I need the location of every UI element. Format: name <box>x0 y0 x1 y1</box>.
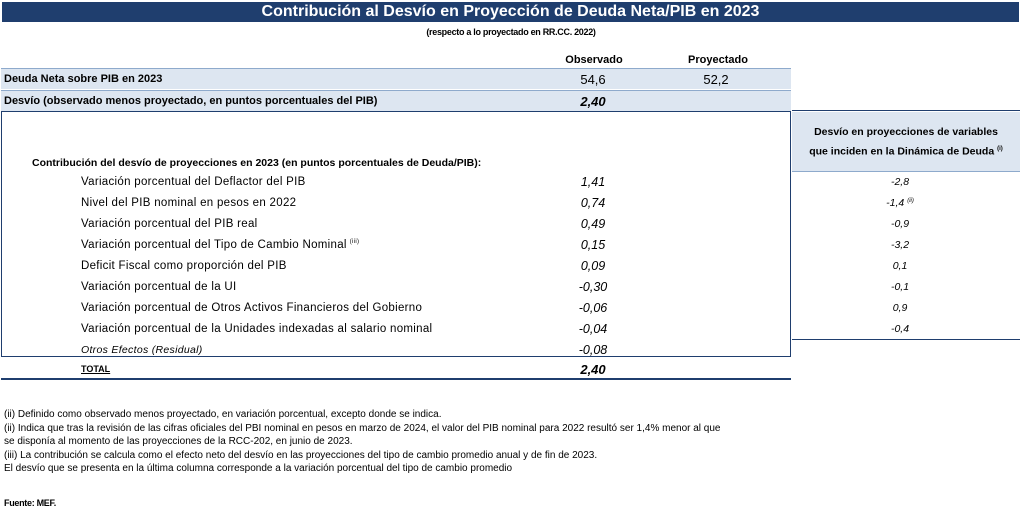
contribution-item-label: Variación porcentual de Otros Activos Fi… <box>81 302 422 314</box>
projection-deviation-value-text: -0,9 <box>890 218 910 230</box>
contribution-item-label: Nivel del PIB nominal en pesos en 2022 <box>81 197 296 209</box>
projection-deviation-value-text: -2,8 <box>890 176 910 188</box>
contribution-item-label: Deficit Fiscal como proporción del PIB <box>81 260 287 272</box>
contribution-item-label: Variación porcentual de la Unidades inde… <box>81 323 432 335</box>
contribution-box <box>1 111 791 357</box>
table-title: Contribución al Desvío en Proyección de … <box>2 2 1019 22</box>
projection-deviation-value: 0,9 <box>870 302 930 314</box>
contribution-item-value: 0,74 <box>580 196 606 210</box>
deviation-row-label: Desvío (observado menos proyectado, en p… <box>4 95 378 107</box>
projection-deviation-value: -0,1 <box>870 281 930 293</box>
projection-deviation-value-text: 0,1 <box>892 260 908 272</box>
right-panel-top-border <box>792 110 1020 111</box>
contribution-item-value: -0,30 <box>578 280 608 294</box>
projection-deviation-value: -2,8 <box>870 176 930 188</box>
note-2-cont: se disponía al momento de las proyeccion… <box>4 436 353 447</box>
projection-deviation-value-text: -3,2 <box>890 239 910 251</box>
notes: (ii) Definido como observado menos proye… <box>4 408 784 476</box>
projection-deviation-value-text: -1,4 <box>886 197 905 209</box>
contribution-item-label-text: Variación porcentual de la Unidades inde… <box>81 323 433 335</box>
debt-observed-value: 54,6 <box>580 72 606 87</box>
contribution-item-label-text: Variación porcentual de Otros Activos Fi… <box>81 302 423 314</box>
contribution-item-label-text: Variación porcentual de la UI <box>81 281 237 293</box>
projection-deviation-value: -0,4 <box>870 323 930 335</box>
debt-row-label: Deuda Neta sobre PIB en 2023 <box>4 73 163 85</box>
contribution-item-value: 1,41 <box>580 175 606 189</box>
note-4: El desvío que se presenta en la última c… <box>4 463 513 474</box>
contribution-item-label: Variación porcentual del PIB real <box>81 218 258 230</box>
deviation-value: 2,40 <box>580 94 606 109</box>
contribution-item-label-text: Variación porcentual del Tipo de Cambio … <box>81 239 347 251</box>
projection-deviation-value: -3,2 <box>870 239 930 251</box>
note-1: (ii) Definido como observado menos proye… <box>4 409 442 420</box>
right-panel-title: Desvío en proyecciones de variables que … <box>792 124 1020 161</box>
contribution-item-label: Variación porcentual del Tipo de Cambio … <box>81 239 359 251</box>
note-2: (ii) Indica que tras la revisión de las … <box>4 422 721 434</box>
contribution-item-value: 0,15 <box>580 238 606 252</box>
right-panel-footnote-mark: (i) <box>997 146 1003 152</box>
debt-row <box>1 68 791 89</box>
contribution-item-label: Variación porcentual de la UI <box>81 281 237 293</box>
source-note: Fuente: MEF. <box>4 498 56 508</box>
contribution-item-value: 0,09 <box>580 259 606 273</box>
contribution-item-label-text: Nivel del PIB nominal en pesos en 2022 <box>81 197 297 209</box>
column-header-observed: Observado <box>565 54 623 66</box>
contribution-item-label-text: Variación porcentual del Deflactor del P… <box>81 176 306 188</box>
contribution-box-right-border <box>790 111 791 357</box>
note-3: (iii) La contribución se calcula como el… <box>4 449 598 461</box>
column-header-projected: Proyectado <box>688 54 748 66</box>
total-separator <box>1 378 791 380</box>
contribution-item-value: -0,04 <box>578 322 608 336</box>
total-value: 2,40 <box>580 362 606 377</box>
right-panel-title-line2-text: que inciden en la Dinámica de Deuda <box>809 145 995 158</box>
footnote-mark: (ii) <box>907 197 914 204</box>
total-label: TOTAL <box>81 364 111 374</box>
footnote-mark: (iii) <box>349 239 360 246</box>
projection-deviation-value-text: -0,4 <box>890 323 910 335</box>
contribution-item-label: Otros Efectos (Residual) <box>81 344 203 356</box>
contribution-item-label-text: Variación porcentual del PIB real <box>81 218 258 230</box>
right-panel-title-line1: Desvío en proyecciones de variables <box>814 126 998 138</box>
contribution-item-value: -0,08 <box>578 343 608 357</box>
projection-deviation-value: -0,9 <box>870 218 930 230</box>
projection-deviation-value-text: -0,1 <box>890 281 910 293</box>
contribution-item-label-text: Deficit Fiscal como proporción del PIB <box>81 260 287 272</box>
table-subtitle: (respecto a lo proyectado en RR.CC. 2022… <box>426 27 596 37</box>
contribution-item-value: -0,06 <box>578 301 608 315</box>
contribution-heading: Contribución del desvío de proyecciones … <box>32 157 482 169</box>
right-panel-header <box>792 112 1020 172</box>
debt-projected-value: 52,2 <box>703 72 729 87</box>
right-panel-bottom-border <box>792 339 1020 340</box>
right-panel-title-line2: que inciden en la Dinámica de Deuda (i) <box>792 141 1020 161</box>
projection-deviation-value-text: 0,9 <box>892 302 908 314</box>
contribution-item-label: Variación porcentual del Deflactor del P… <box>81 176 306 188</box>
contribution-item-label-text: Otros Efectos (Residual) <box>81 344 203 356</box>
contribution-item-value: 0,49 <box>580 217 606 231</box>
projection-deviation-value: -1,4 (ii) <box>870 197 930 209</box>
projection-deviation-value: 0,1 <box>870 260 930 272</box>
